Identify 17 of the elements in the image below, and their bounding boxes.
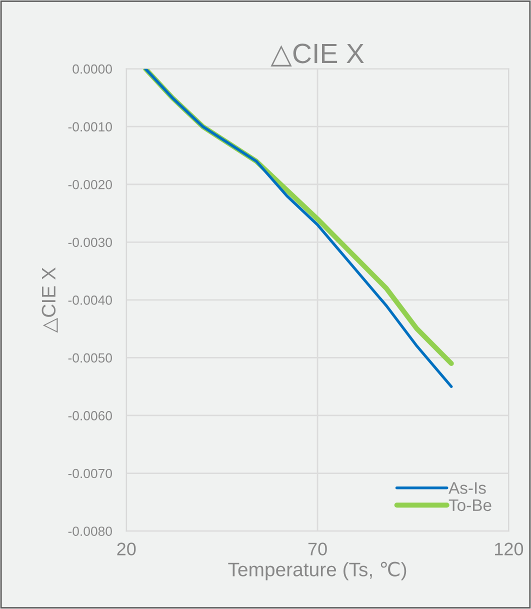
y-tick-label: -0.0010 bbox=[68, 122, 112, 132]
x-axis-title: Temperature (Ts, ℃) bbox=[228, 562, 406, 580]
y-tick-label: -0.0070 bbox=[68, 468, 112, 478]
y-tick-label: -0.0020 bbox=[68, 180, 112, 190]
y-tick-label: -0.0080 bbox=[68, 526, 112, 536]
legend-label: To-Be bbox=[448, 499, 492, 512]
x-tick-label: 120 bbox=[495, 542, 524, 556]
y-tick-label: -0.0050 bbox=[68, 353, 112, 363]
x-tick-label: 70 bbox=[308, 542, 327, 556]
y-tick-label: -0.0030 bbox=[68, 238, 112, 248]
y-tick-label: -0.0060 bbox=[68, 411, 112, 420]
y-tick-label: 0.0000 bbox=[72, 64, 112, 74]
chart-title: △CIE X bbox=[270, 44, 364, 66]
y-axis-title: △CIE X bbox=[42, 267, 58, 333]
legend-label: As-Is bbox=[448, 482, 486, 494]
y-tick-label: -0.0040 bbox=[68, 296, 112, 305]
x-tick-label: 20 bbox=[117, 542, 136, 556]
